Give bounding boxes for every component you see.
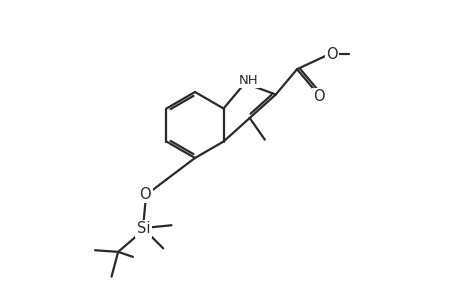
Text: O: O <box>313 89 325 104</box>
Text: Si: Si <box>136 221 150 236</box>
Text: O: O <box>325 47 337 62</box>
Text: NH: NH <box>239 74 258 87</box>
Text: O: O <box>139 187 151 202</box>
